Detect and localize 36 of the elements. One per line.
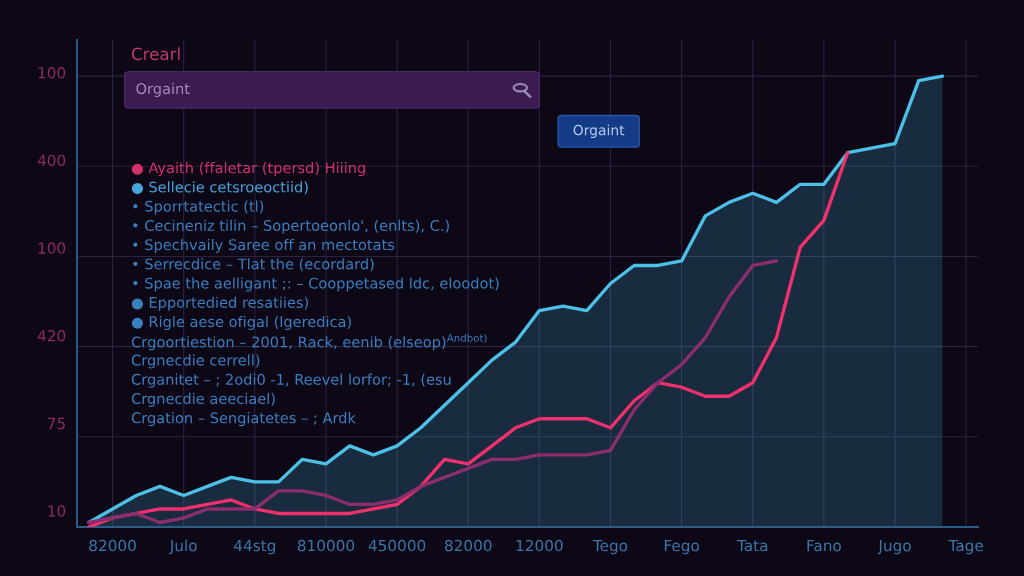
x-tick-label: 450000 bbox=[368, 539, 426, 552]
annotation: • Spechvaily Saree off an mectotats bbox=[133, 238, 395, 254]
x-tick-label: Tata bbox=[736, 539, 768, 552]
annotation: Crgation – Sengiatetes – ; Ardk bbox=[131, 412, 356, 427]
x-tick-label: Tage bbox=[948, 539, 983, 555]
text: 10 bbox=[48, 505, 66, 517]
text: 420 bbox=[37, 329, 66, 342]
text: 100 bbox=[38, 242, 66, 254]
annotation: • Cecineniz tilin – Sopertoeonlo', (enlts), C.) bbox=[133, 219, 449, 234]
annotation: Orgaint bbox=[136, 82, 190, 97]
annotation: Crgnecdie cerrell) bbox=[131, 354, 260, 369]
annotation: • Spae the aelligant ;: – Cooppetased ldc, eloodot) bbox=[133, 277, 499, 292]
annotation: Crgoortiestion – 2001, Rack, eenib (elseop)$^{Andbot)}$ bbox=[131, 333, 487, 351]
text: 100 bbox=[38, 66, 66, 79]
x-tick-label: Julo bbox=[169, 539, 197, 555]
x-tick-label: 810000 bbox=[297, 539, 355, 552]
annotation: ● Epportedied resatiies) bbox=[131, 296, 308, 311]
x-tick-label: 12000 bbox=[516, 539, 563, 552]
annotation: • Sporrtatectic (tl) bbox=[133, 200, 264, 215]
x-tick-label: 82000 bbox=[89, 539, 136, 552]
annotation: Crganitet – ; 2odi0 -1, Reevel lorfor; -1, (esu bbox=[131, 373, 451, 388]
annotation: • Serrecdice – Tlat the (ecordard) bbox=[133, 258, 374, 272]
text: 400 bbox=[37, 154, 66, 167]
x-tick-label: Fano bbox=[807, 539, 841, 552]
annotation: ● Sellecie cetsroeoctiid) bbox=[131, 181, 308, 195]
x-tick-label: Fego bbox=[664, 539, 699, 555]
annotation: Crgnecdie aeeciael) bbox=[131, 392, 275, 407]
annotation: Orgaint bbox=[573, 124, 625, 139]
x-tick-label: 44stg bbox=[234, 539, 275, 555]
text: 75 bbox=[48, 417, 65, 430]
annotation: ● Ayaith (ffaletar (tpersd) Hiiing bbox=[131, 162, 365, 177]
annotation: ● Rigle aese ofigal (lgeredica) bbox=[131, 315, 351, 330]
x-tick-label: 82000 bbox=[444, 539, 492, 552]
x-tick-label: Jugo bbox=[877, 539, 911, 555]
x-tick-label: Tego bbox=[592, 539, 628, 555]
chart-title: Crearl bbox=[131, 47, 180, 61]
